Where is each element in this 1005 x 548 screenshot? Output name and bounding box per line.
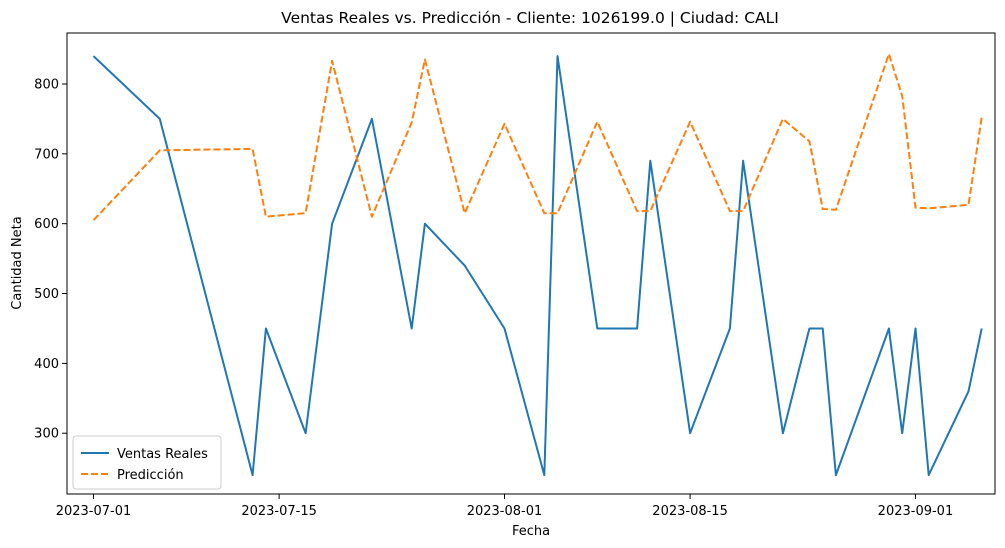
x-tick-label: 2023-08-15	[652, 504, 728, 519]
x-tick-label: 2023-07-15	[241, 504, 317, 519]
y-tick-label: 700	[34, 147, 59, 162]
x-tick-label: 2023-08-01	[467, 504, 543, 519]
x-tick-label: 2023-09-01	[878, 504, 954, 519]
y-axis-ticks: 300 400 500 600 700 800	[34, 77, 67, 442]
y-tick-label: 500	[34, 287, 59, 302]
x-tick-label: 2023-07-01	[56, 504, 132, 519]
y-tick-label: 300	[34, 427, 59, 442]
x-axis-label: Fecha	[512, 524, 550, 539]
legend: Ventas Reales Predicción	[72, 435, 222, 490]
plot-frame	[66, 32, 996, 495]
legend-label-ventas-reales: Ventas Reales	[117, 447, 208, 462]
plot-lines	[92, 53, 983, 477]
x-axis-ticks: 2023-07-01 2023-07-15 2023-08-01 2023-08-15…	[56, 494, 954, 519]
y-axis-label: Cantidad Neta	[10, 216, 25, 309]
legend-label-prediccion: Predicción	[117, 468, 184, 483]
chart-title: Ventas Reales vs. Predicción - Cliente: …	[281, 9, 779, 27]
y-tick-label: 800	[34, 77, 59, 92]
y-tick-label: 600	[34, 217, 59, 232]
series-line-ventas-reales	[92, 55, 983, 477]
legend-box	[72, 435, 222, 490]
series-line-prediccion	[92, 53, 983, 221]
y-tick-label: 400	[34, 357, 59, 372]
